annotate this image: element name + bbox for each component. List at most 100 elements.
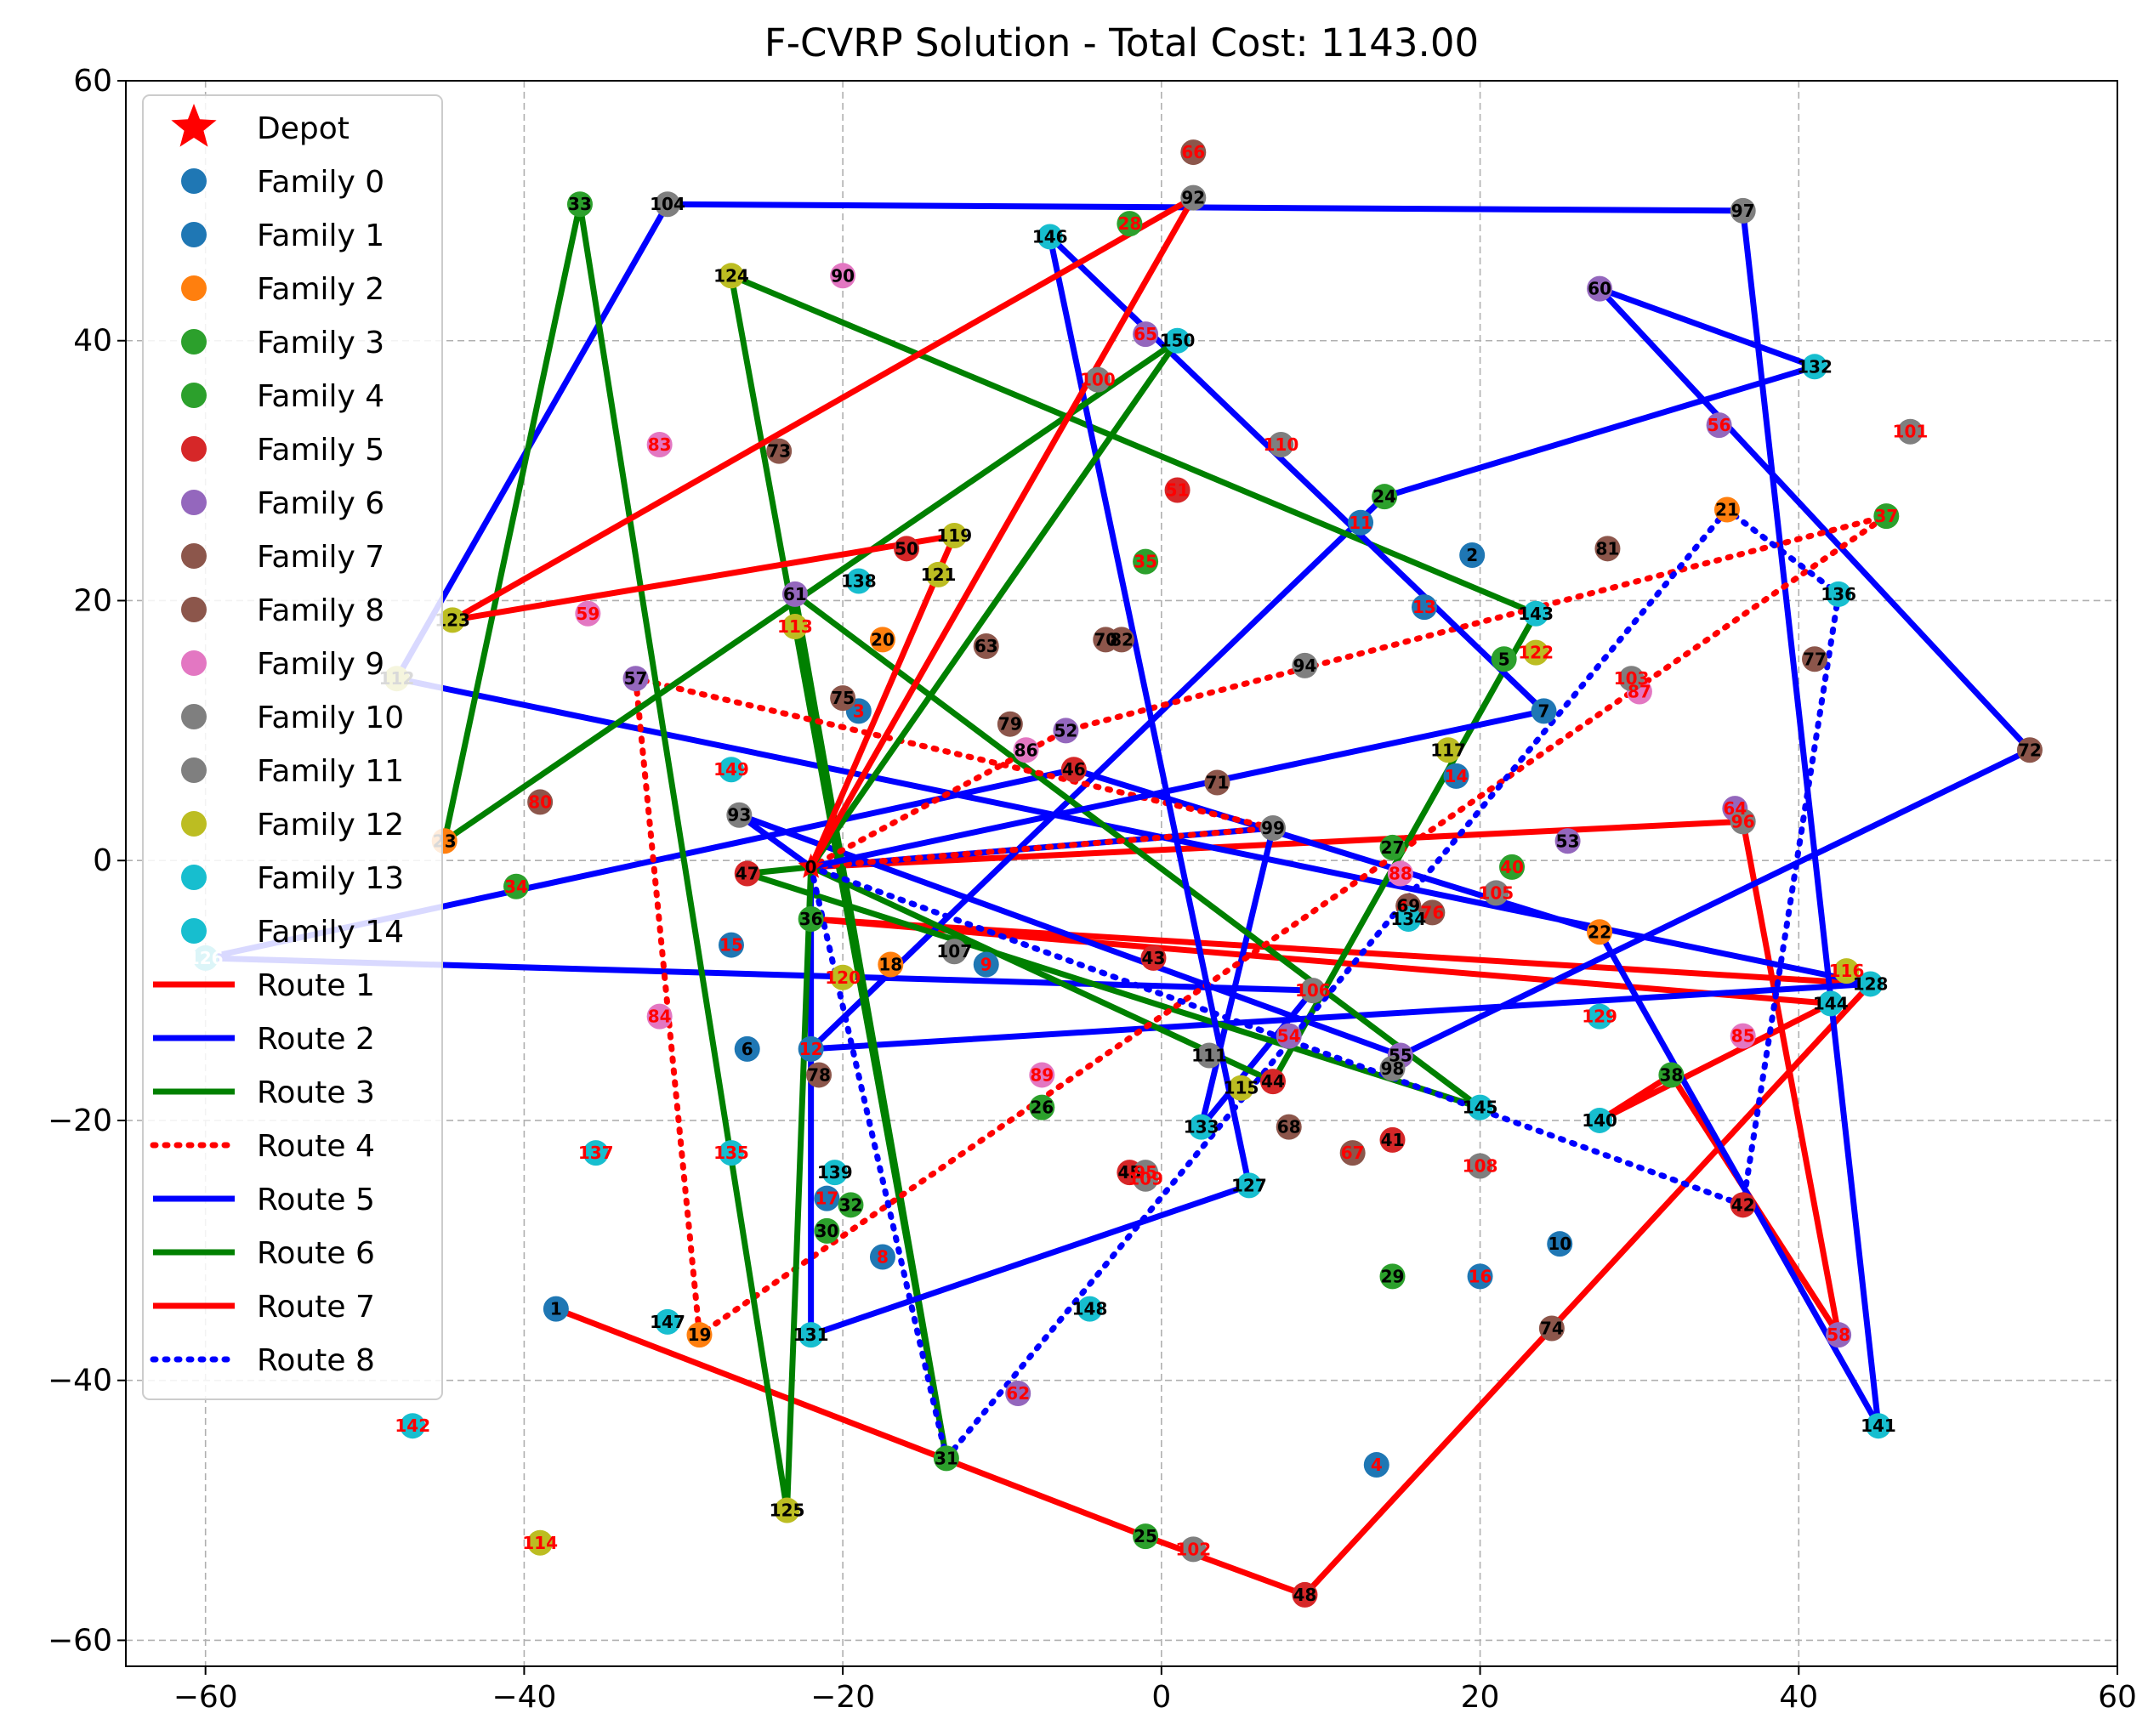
- node-label: 43: [1142, 948, 1166, 968]
- node-label: 29: [1381, 1266, 1405, 1286]
- node-label: 121: [921, 564, 957, 585]
- legend-label: Route 8: [257, 1343, 375, 1378]
- customer-point: [1713, 496, 1740, 523]
- customer-point: [1419, 899, 1446, 926]
- customer-point: [1037, 224, 1063, 250]
- node-label: 75: [831, 688, 855, 708]
- node-label: 104: [650, 194, 685, 214]
- node-label: 149: [713, 759, 749, 780]
- customer-point: [718, 1140, 744, 1166]
- customer-point: [1268, 432, 1294, 458]
- customer-point: [869, 1244, 895, 1270]
- customer-point: [1483, 880, 1509, 906]
- route-line-5: [808, 233, 1548, 1338]
- customer-point: [1029, 1094, 1055, 1120]
- customer-point: [1164, 327, 1190, 354]
- node-label: 7: [1538, 701, 1550, 721]
- legend-label: Family 11: [257, 754, 404, 789]
- node-label: 66: [1181, 142, 1205, 162]
- node-label: 129: [1582, 1007, 1617, 1027]
- node-label: 73: [767, 441, 791, 462]
- customer-point: [1029, 1062, 1055, 1088]
- node-label: 71: [1205, 772, 1229, 792]
- customer-point: [1865, 1413, 1891, 1439]
- legend-label: Route 7: [257, 1290, 375, 1325]
- customer-point: [1802, 646, 1828, 672]
- node-label: 109: [1128, 1169, 1163, 1189]
- customer-point: [1379, 1263, 1406, 1290]
- node-label: 85: [1731, 1026, 1755, 1047]
- node-label: 60: [1588, 279, 1611, 299]
- customer-point: [1339, 1140, 1366, 1166]
- customer-point: [1372, 484, 1398, 510]
- customer-point: [925, 561, 952, 587]
- customer-point: [1180, 1536, 1207, 1563]
- node-label: 103: [1614, 668, 1650, 689]
- node-label: 27: [1381, 837, 1405, 858]
- customer-point: [1523, 600, 1549, 627]
- legend-family-marker: [181, 543, 207, 569]
- node-label: 111: [1191, 1046, 1227, 1066]
- node-label: 51: [1166, 480, 1190, 501]
- node-label: 86: [1014, 740, 1038, 760]
- node-label: 54: [1277, 1026, 1301, 1047]
- customer-point: [1499, 854, 1526, 880]
- node-label: 113: [777, 616, 813, 637]
- legend-label: Route 5: [257, 1183, 375, 1217]
- legend-label: Family 6: [257, 486, 384, 521]
- node-label: 101: [1893, 422, 1929, 442]
- customer-point: [781, 614, 808, 640]
- node-label: 38: [1659, 1064, 1683, 1085]
- node-label: 34: [504, 877, 528, 897]
- customer-point: [1817, 990, 1844, 1017]
- node-label: 22: [1588, 922, 1611, 942]
- customer-point: [1133, 1166, 1159, 1192]
- customer-point: [1587, 919, 1613, 945]
- node-label: 127: [1231, 1175, 1267, 1195]
- customer-point: [1204, 769, 1230, 796]
- customer-point: [1013, 737, 1039, 763]
- node-label: 115: [1224, 1078, 1259, 1098]
- node-label: 67: [1341, 1143, 1365, 1163]
- customer-point: [997, 711, 1023, 737]
- customer-point: [1005, 1380, 1031, 1406]
- node-label: 8: [877, 1246, 889, 1267]
- node-label: 139: [817, 1162, 853, 1183]
- route-line-6: [441, 201, 1181, 1514]
- customer-point: [1833, 958, 1860, 984]
- customer-point: [400, 1413, 426, 1439]
- customer-point: [1060, 757, 1087, 783]
- node-label: 4: [1371, 1455, 1383, 1475]
- node-label: 53: [1556, 831, 1580, 851]
- legend-family-marker: [181, 275, 207, 301]
- customer-point: [1467, 1263, 1493, 1290]
- customer-point: [1467, 1153, 1493, 1179]
- node-label: 95: [1134, 1162, 1157, 1183]
- node-label: 65: [1134, 324, 1157, 344]
- node-label: 90: [831, 265, 855, 286]
- node-label: 24: [1372, 486, 1396, 507]
- node-label: 79: [998, 714, 1022, 735]
- node-label: 150: [1160, 331, 1196, 351]
- node-label: 70: [1094, 629, 1117, 650]
- legend-family-marker: [181, 490, 207, 515]
- customer-point: [1140, 945, 1167, 971]
- customer-point: [1730, 1023, 1756, 1049]
- node-label: 124: [713, 265, 749, 286]
- node-label: 57: [624, 668, 648, 689]
- customer-point: [1435, 737, 1462, 763]
- legend-label: Family 1: [257, 218, 384, 253]
- customer-point: [1188, 1114, 1214, 1140]
- y-tick-label: 60: [73, 64, 112, 99]
- legend-family-marker: [181, 383, 207, 408]
- y-tick-label: −40: [48, 1364, 112, 1398]
- customer-point: [527, 1529, 554, 1556]
- customer-point: [798, 906, 824, 933]
- node-label: 33: [568, 194, 592, 214]
- customer-point: [845, 568, 872, 594]
- node-label: 11: [1349, 513, 1372, 533]
- node-label: 88: [1389, 864, 1412, 884]
- y-tick-label: −60: [48, 1623, 112, 1658]
- customer-point: [503, 873, 530, 899]
- customer-point: [894, 536, 920, 562]
